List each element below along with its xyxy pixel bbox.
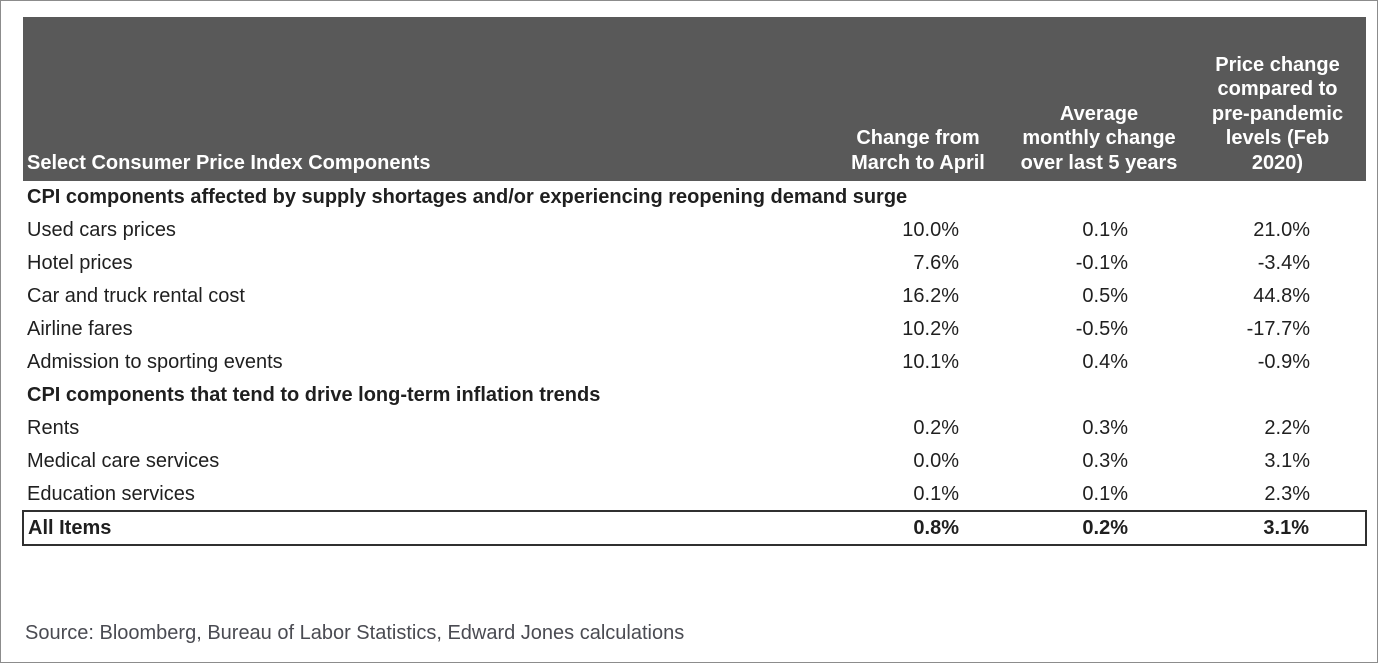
value-march-april: 10.1%	[902, 351, 959, 373]
value-pre-pandemic: 3.1%	[1189, 510, 1367, 546]
value-5yr-avg: -0.5%	[1075, 318, 1128, 340]
value-pre-pandemic: -3.4%	[1257, 252, 1310, 274]
value-march-april: 7.6%	[913, 252, 959, 274]
value-5yr-avg: -0.1%	[1075, 252, 1128, 274]
value-pre-pandemic: 21.0%	[1253, 219, 1310, 241]
header-pre-pandemic: Price change compared to pre-pandemic le…	[1189, 17, 1366, 181]
row-label: Medical care services	[27, 450, 220, 472]
row-label: Used cars prices	[27, 219, 176, 241]
value-march-april: 10.0%	[902, 219, 959, 241]
value-pre-pandemic: 2.3%	[1264, 482, 1310, 505]
value-march-april: 0.0%	[913, 450, 959, 472]
header-avg-monthly-5yr: Average monthly change over last 5 years	[1009, 17, 1189, 181]
table-row: Used cars prices 10.0% 0.1% 21.0%	[23, 214, 1366, 247]
value-5yr-avg: 0.2%	[1009, 510, 1189, 546]
value-5yr-avg: 0.1%	[1082, 482, 1128, 505]
row-label: Airline fares	[27, 318, 133, 340]
section-title: CPI components that tend to drive long-t…	[27, 384, 601, 406]
table-row: Airline fares 10.2% -0.5% -17.7%	[23, 313, 1366, 346]
row-label: Admission to sporting events	[27, 351, 283, 373]
row-label: Rents	[27, 417, 80, 439]
table-row: Education services 0.1% 0.1% 2.3%	[23, 478, 1366, 511]
section-row-supply-shortages: CPI components affected by supply shorta…	[23, 181, 1366, 214]
table-body: CPI components affected by supply shorta…	[22, 181, 1367, 546]
cpi-table: Select Consumer Price Index Components C…	[22, 17, 1367, 546]
value-march-april: 10.2%	[902, 318, 959, 340]
value-5yr-avg: 0.1%	[1082, 219, 1128, 241]
value-pre-pandemic: -0.9%	[1257, 351, 1310, 373]
value-5yr-avg: 0.5%	[1082, 285, 1128, 307]
section-row-long-term-trends: CPI components that tend to drive long-t…	[23, 379, 1366, 412]
value-5yr-avg: 0.3%	[1082, 450, 1128, 472]
row-label: Hotel prices	[27, 252, 133, 274]
table-row: Admission to sporting events 10.1% 0.4% …	[23, 346, 1366, 379]
table-row: Hotel prices 7.6% -0.1% -3.4%	[23, 247, 1366, 280]
section-title: CPI components affected by supply shorta…	[27, 186, 908, 208]
value-pre-pandemic: 44.8%	[1253, 285, 1310, 307]
table-header: Select Consumer Price Index Components C…	[23, 17, 1366, 181]
value-march-april: 0.2%	[913, 417, 959, 439]
value-5yr-avg: 0.3%	[1082, 417, 1128, 439]
total-row-all-items: All Items 0.8% 0.2% 3.1%	[22, 510, 1367, 546]
table-row: Medical care services 0.0% 0.3% 3.1%	[23, 445, 1366, 478]
value-pre-pandemic: 3.1%	[1264, 450, 1310, 472]
row-label: All Items	[22, 510, 827, 546]
value-pre-pandemic: -17.7%	[1246, 318, 1310, 340]
header-march-to-april: Change from March to April	[827, 17, 1009, 181]
source-note: Source: Bloomberg, Bureau of Labor Stati…	[25, 622, 685, 644]
row-label: Education services	[27, 482, 195, 505]
value-5yr-avg: 0.4%	[1082, 351, 1128, 373]
table-row: Rents 0.2% 0.3% 2.2%	[23, 412, 1366, 445]
value-pre-pandemic: 2.2%	[1264, 417, 1310, 439]
value-march-april: 0.8%	[827, 510, 1009, 546]
value-march-april: 16.2%	[902, 285, 959, 307]
header-row: Select Consumer Price Index Components C…	[23, 17, 1366, 181]
value-march-april: 0.1%	[913, 482, 959, 505]
header-components: Select Consumer Price Index Components	[23, 17, 827, 181]
table-row: Car and truck rental cost 16.2% 0.5% 44.…	[23, 280, 1366, 313]
row-label: Car and truck rental cost	[27, 285, 245, 307]
